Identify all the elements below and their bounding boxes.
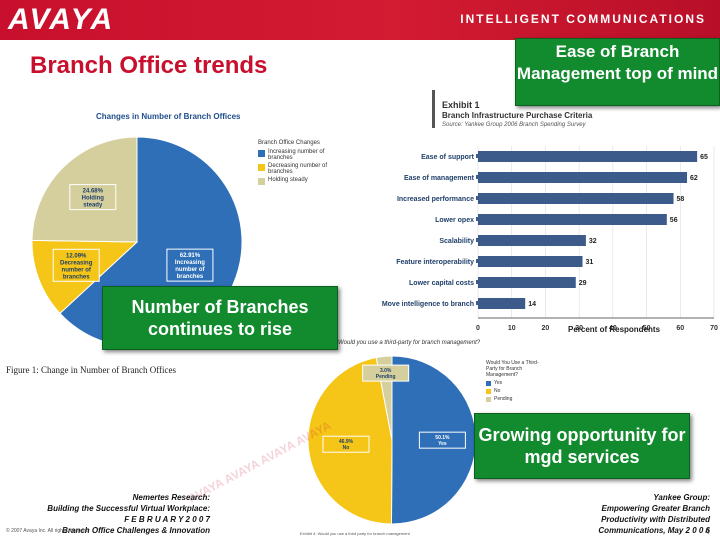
pie-data-label: Pending — [376, 374, 396, 380]
swatch-blue — [258, 150, 265, 157]
bar — [478, 277, 576, 288]
pie-data-label-box — [166, 248, 214, 282]
page-number: 4 — [705, 527, 710, 536]
swatch-tan — [258, 178, 265, 185]
pie-data-label: steady — [83, 203, 103, 209]
bar-value-label: 32 — [589, 238, 597, 245]
bar-value-label: 58 — [677, 196, 685, 203]
bar-chart-title: Branch Infrastructure Purchase Criteria — [442, 111, 593, 120]
pie1-legend-item: Holding steady — [258, 177, 338, 185]
x-tick-label: 10 — [508, 325, 516, 332]
pie-data-label: number of — [175, 267, 205, 273]
bar-chart-source: Source: Yankee Group 2006 Branch Spendin… — [442, 122, 586, 128]
callout-growing-opportunity: Growing opportunity for mgd services — [474, 413, 690, 479]
source-yankee: Yankee Group: Empowering Greater Branch … — [598, 493, 710, 535]
pie1-panel: Changes in Number of Branch Offices 62.9… — [4, 88, 340, 354]
bar-category-label: Ease of management — [404, 175, 475, 182]
pie1-legend-title: Branch Office Changes — [258, 140, 320, 146]
pie-data-label: Yes — [438, 441, 447, 447]
source-nemertes: Nemertes Research: Building the Successf… — [47, 493, 210, 535]
pie-data-label: branches — [63, 274, 90, 280]
x-tick-label: 20 — [542, 325, 550, 332]
pie-data-label: Decreasing — [60, 260, 93, 266]
pie-data-label: 50.1% — [435, 435, 450, 441]
pie2-panel: Would you use a third-party for branch m… — [300, 338, 540, 538]
pie-data-label: Increasing — [175, 260, 205, 266]
bar-category-label: Move intelligence to branch — [382, 301, 474, 308]
pie-data-label-box — [69, 184, 117, 211]
bar-category-label: Lower capital costs — [409, 280, 474, 287]
x-tick-label: 70 — [710, 325, 718, 332]
pie-data-label: Holding — [82, 196, 105, 202]
pie2-legend-item: No — [486, 388, 540, 394]
bar — [478, 256, 583, 267]
pie-data-label: 3.0% — [380, 368, 392, 374]
pie2-legend: Would You Use a Third-Party for Branch M… — [486, 360, 540, 404]
pie2-question: Would you use a third-party for branch m… — [338, 340, 481, 346]
pie1-legend: Branch Office Changes Increasing number … — [258, 140, 338, 187]
pie2-legend-item: Pending — [486, 396, 540, 402]
pie-data-label-box — [362, 364, 410, 382]
exhibit-accent — [432, 90, 435, 128]
pie1-caption: Figure 1: Change in Number of Branch Off… — [6, 365, 177, 375]
pie-data-label-box — [322, 435, 370, 453]
exhibit-label: Exhibit 1 — [442, 100, 480, 110]
x-tick-label: 0 — [476, 325, 480, 332]
pie-data-label: number of — [62, 267, 92, 273]
x-tick-label: 40 — [609, 325, 617, 332]
bar — [478, 235, 586, 246]
header-bar — [0, 0, 720, 40]
swatch-yellow — [258, 164, 265, 171]
pie2-chart: 50.1%Yes 46.9%No 3.0%Pending — [307, 355, 477, 525]
bar-value-label: 29 — [579, 280, 587, 287]
bar-chart-panel: Exhibit 1 Branch Infrastructure Purchase… — [342, 88, 720, 338]
slide-title: Branch Office trends — [30, 52, 268, 79]
bar-category-label: Increased performance — [397, 196, 474, 203]
pie-data-label: branches — [177, 274, 204, 280]
bar-category-label: Ease of support — [421, 154, 475, 161]
bar-value-label: 31 — [586, 259, 594, 266]
pie1-legend-item: Increasing number of branches — [258, 149, 338, 161]
bar-category-label: Lower opex — [435, 217, 474, 224]
x-tick-label: 60 — [676, 325, 684, 332]
bar-category-label: Scalability — [439, 238, 474, 245]
callout-number-of-branches: Number of Branches continues to rise — [102, 286, 338, 350]
bar-value-label: 56 — [670, 217, 678, 224]
pie-data-label-box — [418, 431, 466, 449]
pie-data-label: 46.9% — [339, 439, 354, 445]
bar — [478, 298, 526, 309]
bar-chart-xlabel: Percent of Respondents — [568, 325, 661, 334]
swatch-yellow — [486, 389, 491, 394]
swatch-blue — [486, 381, 491, 386]
bar — [478, 193, 674, 204]
bar-value-label: 65 — [700, 154, 708, 161]
pie-data-label: 24.68% — [83, 189, 104, 195]
bar-value-label: 62 — [690, 175, 698, 182]
bar — [478, 151, 698, 162]
bar-category-label: Feature interoperability — [396, 259, 474, 266]
swatch-tan — [486, 397, 491, 402]
footer-copyright: © 2007 Avaya Inc. All rights reserved. — [6, 528, 90, 534]
pie-data-label: 62.91% — [180, 253, 201, 259]
bar-value-label: 14 — [528, 301, 536, 308]
pie-data-label-box — [52, 248, 100, 282]
avaya-logo: AVAYA — [8, 3, 115, 36]
pie2-legend-title: Would You Use a Third-Party for Branch M… — [486, 360, 539, 378]
bar-chart-svg: 0 10 20 30 40 50 60 70 Ease of support 65 Ease of … — [382, 146, 718, 332]
bar — [478, 172, 688, 183]
pie1-title: Changes in Number of Branch Offices — [96, 112, 241, 121]
pie2-legend-item: Yes — [486, 380, 540, 386]
header-tagline: INTELLIGENT COMMUNICATIONS — [460, 12, 706, 26]
bar — [478, 214, 667, 225]
x-tick-label: 50 — [643, 325, 651, 332]
pie1-legend-item: Decreasing number of branches — [258, 163, 338, 175]
callout-branch-management: Ease of Branch Management top of mind — [515, 38, 720, 106]
pie-data-label: No — [343, 445, 350, 451]
pie-data-label: 12.09% — [66, 253, 87, 259]
pie2-footnote: Exhibit 4: Would you use a third party f… — [300, 531, 410, 536]
x-tick-label: 30 — [575, 325, 583, 332]
